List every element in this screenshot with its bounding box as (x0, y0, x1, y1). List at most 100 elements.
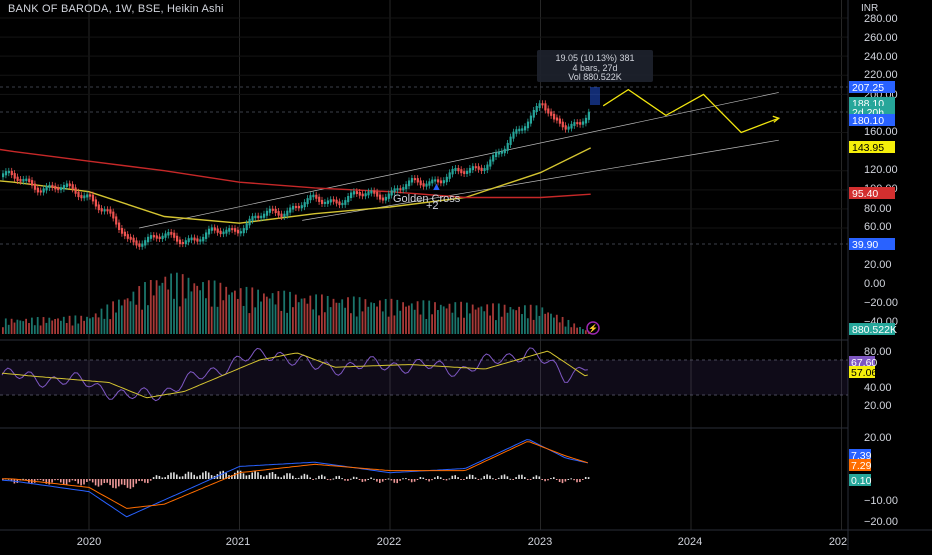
volume-bar (265, 296, 268, 334)
candle (576, 122, 579, 125)
candle (419, 180, 422, 186)
candle (294, 205, 298, 208)
volume-bar (344, 307, 346, 334)
macd-histogram-bar (341, 478, 343, 480)
candle (584, 117, 588, 124)
candle (202, 236, 205, 242)
volume-bar (13, 322, 16, 334)
volume-bar (341, 299, 344, 334)
volume-bar (350, 313, 352, 334)
price-tick-label: 120.00 (864, 164, 898, 176)
candle (376, 191, 379, 197)
macd-histogram-bar (193, 474, 195, 479)
candle (323, 201, 327, 204)
volume-bar (170, 273, 172, 334)
time-tick-label: 2021 (226, 536, 250, 548)
candle (495, 152, 498, 158)
price-tick-label: 20.00 (864, 259, 892, 271)
macd-histogram-bar (535, 475, 538, 479)
macd-histogram-bar (364, 479, 367, 482)
volume-bar (521, 314, 523, 334)
macd-histogram-bar (544, 479, 546, 482)
candle (94, 199, 97, 207)
volume-pane-icon[interactable]: ⚡ (586, 321, 600, 335)
candle (381, 197, 385, 201)
macd-histogram-bar (112, 479, 114, 488)
volume-bar (555, 314, 558, 334)
macd-histogram-bar (152, 477, 155, 479)
volume-bar (129, 301, 132, 334)
candle (338, 201, 341, 206)
volume-bar (19, 320, 22, 334)
macd-histogram-bar (547, 479, 549, 481)
macd-histogram-bar (442, 479, 445, 480)
macd-histogram-bar (100, 479, 103, 486)
volume-bar (199, 290, 201, 334)
candle (434, 179, 437, 182)
macd-histogram-bar (512, 479, 514, 480)
volume-bar (260, 301, 262, 334)
macd-histogram-bar (257, 472, 259, 479)
candle (561, 121, 564, 128)
candle (526, 121, 530, 129)
candle (483, 168, 486, 172)
volume-bar (425, 318, 428, 334)
volume-bar (190, 291, 193, 334)
candle (286, 210, 289, 216)
volume-bar (42, 317, 45, 334)
svg-text:⚡: ⚡ (588, 323, 598, 333)
time-tick-label: 2020 (77, 536, 101, 548)
time-axis[interactable]: 2020 2021 2022 2023 2024 202 (77, 536, 847, 548)
macd-histogram-bar (486, 474, 488, 479)
candle (361, 193, 364, 197)
macd-histogram-bar (68, 479, 71, 483)
rsi-indicator (1, 347, 588, 402)
volume-bar (312, 309, 315, 334)
volume-bar (274, 304, 277, 334)
volume-bar (416, 301, 419, 334)
macd-histogram-bar (83, 479, 85, 485)
candle (68, 183, 71, 187)
candle (178, 239, 182, 245)
macd-histogram-bar (65, 479, 68, 485)
volume-bar (515, 310, 518, 334)
candle (152, 235, 155, 238)
volume-bar (486, 304, 489, 334)
volume-bar (184, 298, 187, 334)
macd-histogram-bar (129, 479, 132, 489)
macd-histogram-bar (387, 478, 390, 480)
candle (477, 166, 480, 170)
price-tag-label: 880.522K (852, 324, 897, 336)
candle (341, 202, 344, 206)
volume-bar (355, 316, 358, 334)
macd-histogram-bar (570, 478, 572, 480)
macd-histogram-bar (263, 476, 265, 479)
candle (352, 191, 356, 195)
macd-histogram-bar (379, 479, 381, 484)
volume-bar (292, 307, 294, 334)
volume-bar (51, 320, 54, 334)
volume-bar (419, 314, 422, 334)
candle (497, 151, 501, 155)
candle (550, 111, 553, 116)
candle (512, 131, 515, 139)
candle (289, 207, 292, 213)
macd-histogram-bar (477, 479, 480, 480)
candle (451, 168, 454, 175)
volume-bar (422, 300, 425, 334)
price-tick-label: 220.00 (864, 69, 898, 81)
volume-bar (219, 282, 222, 334)
macd-histogram-bar (80, 479, 82, 486)
candle (326, 200, 329, 204)
macd-histogram-bar (294, 478, 297, 480)
volume-bar (352, 296, 355, 334)
macd-histogram-bar (286, 473, 288, 479)
price-axis[interactable]: 280.00260.00240.00220.00200.00160.00120.… (849, 13, 898, 528)
candle (123, 231, 126, 237)
price-tick-label: 80.00 (864, 203, 892, 215)
volume-bar (10, 318, 13, 334)
candle (486, 164, 489, 171)
volume-bar (297, 302, 300, 334)
rsi-tag (849, 366, 875, 378)
